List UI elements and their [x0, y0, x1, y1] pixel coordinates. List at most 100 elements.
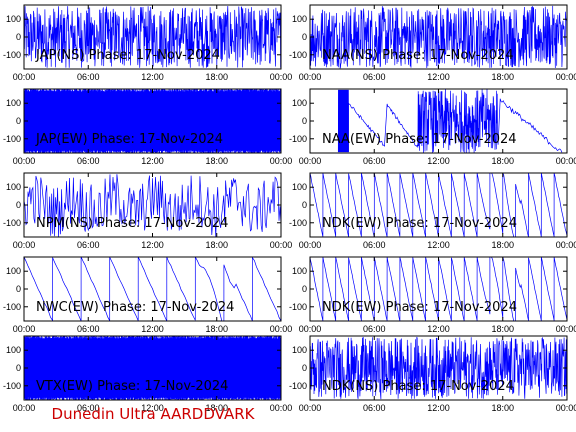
- y-tick-label: 100: [6, 182, 21, 192]
- phase-trace: [24, 5, 281, 69]
- x-tick-label: 06:00: [77, 324, 100, 334]
- panel-title: NAA(NS) Phase: 17-Nov-2024: [322, 48, 513, 63]
- y-tick-label: 0: [302, 363, 307, 373]
- panel-title: JAP(EW) Phase: 17-Nov-2024: [35, 132, 223, 147]
- x-tick-label: 00:00: [556, 156, 576, 166]
- x-tick-label: 00:00: [270, 156, 293, 166]
- x-tick-label: 00:00: [556, 240, 576, 250]
- x-tick-label: 00:00: [13, 403, 36, 413]
- y-tick-label: 100: [6, 14, 21, 24]
- x-tick-label: 18:00: [205, 240, 228, 250]
- x-tick-label: 00:00: [270, 240, 293, 250]
- x-tick-label: 12:00: [427, 324, 450, 334]
- x-tick-label: 00:00: [556, 324, 576, 334]
- x-tick-label: 00:00: [299, 156, 322, 166]
- y-tick-label: 0: [302, 116, 307, 126]
- y-tick-label: 0: [302, 284, 307, 294]
- y-tick-label: -100: [289, 50, 307, 60]
- y-tick-label: 100: [292, 182, 307, 192]
- y-tick-label: 100: [292, 345, 307, 355]
- y-tick-label: -100: [3, 381, 21, 391]
- y-tick-label: -100: [3, 50, 21, 60]
- x-tick-label: 00:00: [299, 403, 322, 413]
- panel-title: JAP(NS) Phase: 17-Nov-2024: [35, 48, 220, 63]
- panel-title: NDK(EW) Phase: 17-Nov-2024: [322, 216, 517, 231]
- x-tick-label: 06:00: [363, 324, 386, 334]
- x-tick-label: 12:00: [141, 403, 164, 413]
- y-tick-label: 100: [6, 98, 21, 108]
- x-tick-label: 06:00: [363, 240, 386, 250]
- x-tick-label: 06:00: [77, 156, 100, 166]
- panel-title: VTX(EW) Phase: 17-Nov-2024: [36, 379, 228, 394]
- x-tick-label: 12:00: [427, 72, 450, 82]
- x-tick-label: 18:00: [491, 72, 514, 82]
- x-tick-label: 18:00: [205, 324, 228, 334]
- y-tick-label: 100: [292, 98, 307, 108]
- x-tick-label: 06:00: [77, 403, 100, 413]
- y-tick-label: -100: [289, 381, 307, 391]
- phase-trace: [337, 89, 563, 153]
- y-tick-label: 0: [16, 116, 21, 126]
- x-tick-label: 00:00: [556, 403, 576, 413]
- panel-title: NDK(NS) Phase: 17-Nov-2024: [322, 379, 514, 394]
- y-tick-label: 0: [302, 200, 307, 210]
- phase-panel-0: 100 0 -100 00:00 06:00 12:00 18:00 00:00 JAP(NS)…: [3, 4, 293, 82]
- x-tick-label: 00:00: [13, 324, 36, 334]
- x-tick-label: 06:00: [77, 240, 100, 250]
- x-tick-label: 18:00: [491, 403, 514, 413]
- y-tick-label: -100: [289, 134, 307, 144]
- y-tick-label: 0: [16, 363, 21, 373]
- phase-trace: [24, 174, 281, 237]
- x-tick-label: 12:00: [427, 403, 450, 413]
- y-tick-label: -100: [3, 218, 21, 228]
- x-tick-label: 18:00: [205, 403, 228, 413]
- x-tick-label: 12:00: [141, 240, 164, 250]
- y-tick-label: -100: [3, 302, 21, 312]
- x-tick-label: 18:00: [205, 156, 228, 166]
- x-tick-label: 18:00: [491, 324, 514, 334]
- phase-trace: [310, 257, 567, 321]
- phase-trace: [310, 173, 567, 237]
- x-tick-label: 12:00: [141, 156, 164, 166]
- x-tick-label: 06:00: [77, 72, 100, 82]
- x-tick-label: 06:00: [363, 72, 386, 82]
- x-tick-label: 00:00: [299, 324, 322, 334]
- panel-title: NAA(EW) Phase: 17-Nov-2024: [322, 132, 517, 147]
- y-tick-label: 0: [16, 284, 21, 294]
- x-tick-label: 00:00: [13, 240, 36, 250]
- y-tick-label: 100: [292, 14, 307, 24]
- x-tick-label: 00:00: [13, 72, 36, 82]
- panel-title: NPM(NS) Phase: 17-Nov-2024: [36, 216, 228, 231]
- x-tick-label: 18:00: [491, 156, 514, 166]
- x-tick-label: 00:00: [270, 324, 293, 334]
- x-tick-label: 12:00: [427, 156, 450, 166]
- footer-caption: Dunedin Ultra AARDDVARK: [52, 405, 256, 423]
- phase-trace: [310, 336, 567, 400]
- y-tick-label: -100: [289, 218, 307, 228]
- x-tick-label: 00:00: [299, 240, 322, 250]
- y-tick-label: 100: [292, 266, 307, 276]
- y-tick-label: 0: [16, 32, 21, 42]
- x-tick-label: 18:00: [205, 72, 228, 82]
- x-tick-label: 00:00: [270, 403, 293, 413]
- x-tick-label: 12:00: [141, 72, 164, 82]
- y-tick-label: -100: [3, 134, 21, 144]
- y-tick-label: 0: [302, 32, 307, 42]
- x-tick-label: 00:00: [13, 156, 36, 166]
- y-tick-label: 0: [16, 200, 21, 210]
- panel-title: NWC(EW) Phase: 17-Nov-2024: [36, 300, 234, 315]
- y-tick-label: -100: [289, 302, 307, 312]
- phase-panel-2: 100 0 -100 00:00 06:00 12:00 18:00 00:00 JAP(EW)…: [3, 88, 293, 166]
- x-tick-label: 06:00: [363, 156, 386, 166]
- x-tick-label: 00:00: [270, 72, 293, 82]
- panel-title: NDK(EW) Phase: 17-Nov-2024: [322, 300, 517, 315]
- phase-trace: [310, 5, 567, 69]
